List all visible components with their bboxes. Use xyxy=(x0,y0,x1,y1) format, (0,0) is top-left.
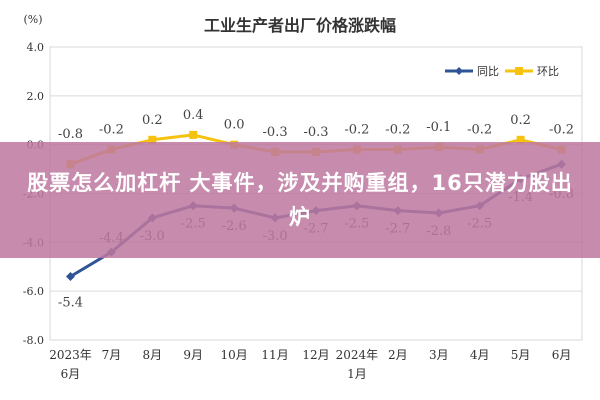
data-point xyxy=(516,135,525,144)
headline-text[interactable]: 股票怎么加杠杆 大事件，涉及并购重组，16只潜力股出炉 xyxy=(27,171,573,229)
mom-data-label: 0.0 xyxy=(224,118,245,133)
data-point xyxy=(148,135,157,144)
yoy-data-label: -5.4 xyxy=(58,296,83,311)
legend-label-1: 环比 xyxy=(537,65,559,78)
chart-title: 工业生产者出厂价格涨跌幅 xyxy=(204,16,396,35)
mom-data-label: -0.1 xyxy=(426,120,451,135)
y-axis-unit-label: (%) xyxy=(23,13,42,26)
x-tick-label: 4月 xyxy=(470,348,490,362)
y-tick-label: 2.0 xyxy=(27,90,45,103)
headline-banner[interactable]: 股票怎么加杠杆 大事件，涉及并购重组，16只潜力股出炉 xyxy=(0,142,600,258)
legend-marker-1 xyxy=(515,67,523,75)
mom-data-label: 0.2 xyxy=(142,113,163,128)
x-tick-label: 8月 xyxy=(142,348,162,362)
legend-marker-0 xyxy=(455,67,463,75)
mom-data-label: -0.3 xyxy=(263,125,288,140)
x-tick-label: 2023年 xyxy=(49,348,92,362)
mom-data-label: -0.2 xyxy=(99,123,124,138)
mom-data-label: 0.4 xyxy=(183,108,204,123)
x-tick-label: 1月 xyxy=(347,367,367,381)
mom-data-label: -0.2 xyxy=(344,123,369,138)
y-tick-label: 4.0 xyxy=(27,41,45,54)
legend-label-0: 同比 xyxy=(477,65,499,78)
mom-data-label: 0.2 xyxy=(510,113,531,128)
y-tick-label: -8.0 xyxy=(23,334,44,347)
mom-data-label: -0.2 xyxy=(549,123,574,138)
mom-data-label: -0.2 xyxy=(467,123,492,138)
x-tick-label: 5月 xyxy=(511,348,531,362)
x-tick-label: 2024年 xyxy=(336,348,379,362)
legend: 同比 环比 xyxy=(445,65,559,78)
x-tick-label: 12月 xyxy=(302,348,329,362)
mom-data-label: -0.2 xyxy=(385,123,410,138)
x-tick-label: 6月 xyxy=(552,348,572,362)
x-tick-label: 10月 xyxy=(221,348,248,362)
x-tick-label: 11月 xyxy=(261,348,288,362)
data-point xyxy=(65,272,75,282)
mom-data-label: -0.3 xyxy=(303,125,328,140)
mom-data-label: -0.8 xyxy=(58,127,83,142)
x-tick-label: 9月 xyxy=(183,348,203,362)
x-tick-label: 6月 xyxy=(61,367,81,381)
x-tick-label: 7月 xyxy=(102,348,122,362)
data-point xyxy=(189,130,198,139)
x-tick-label: 2月 xyxy=(388,348,408,362)
y-tick-label: -6.0 xyxy=(23,285,44,298)
x-tick-label: 3月 xyxy=(429,348,449,362)
